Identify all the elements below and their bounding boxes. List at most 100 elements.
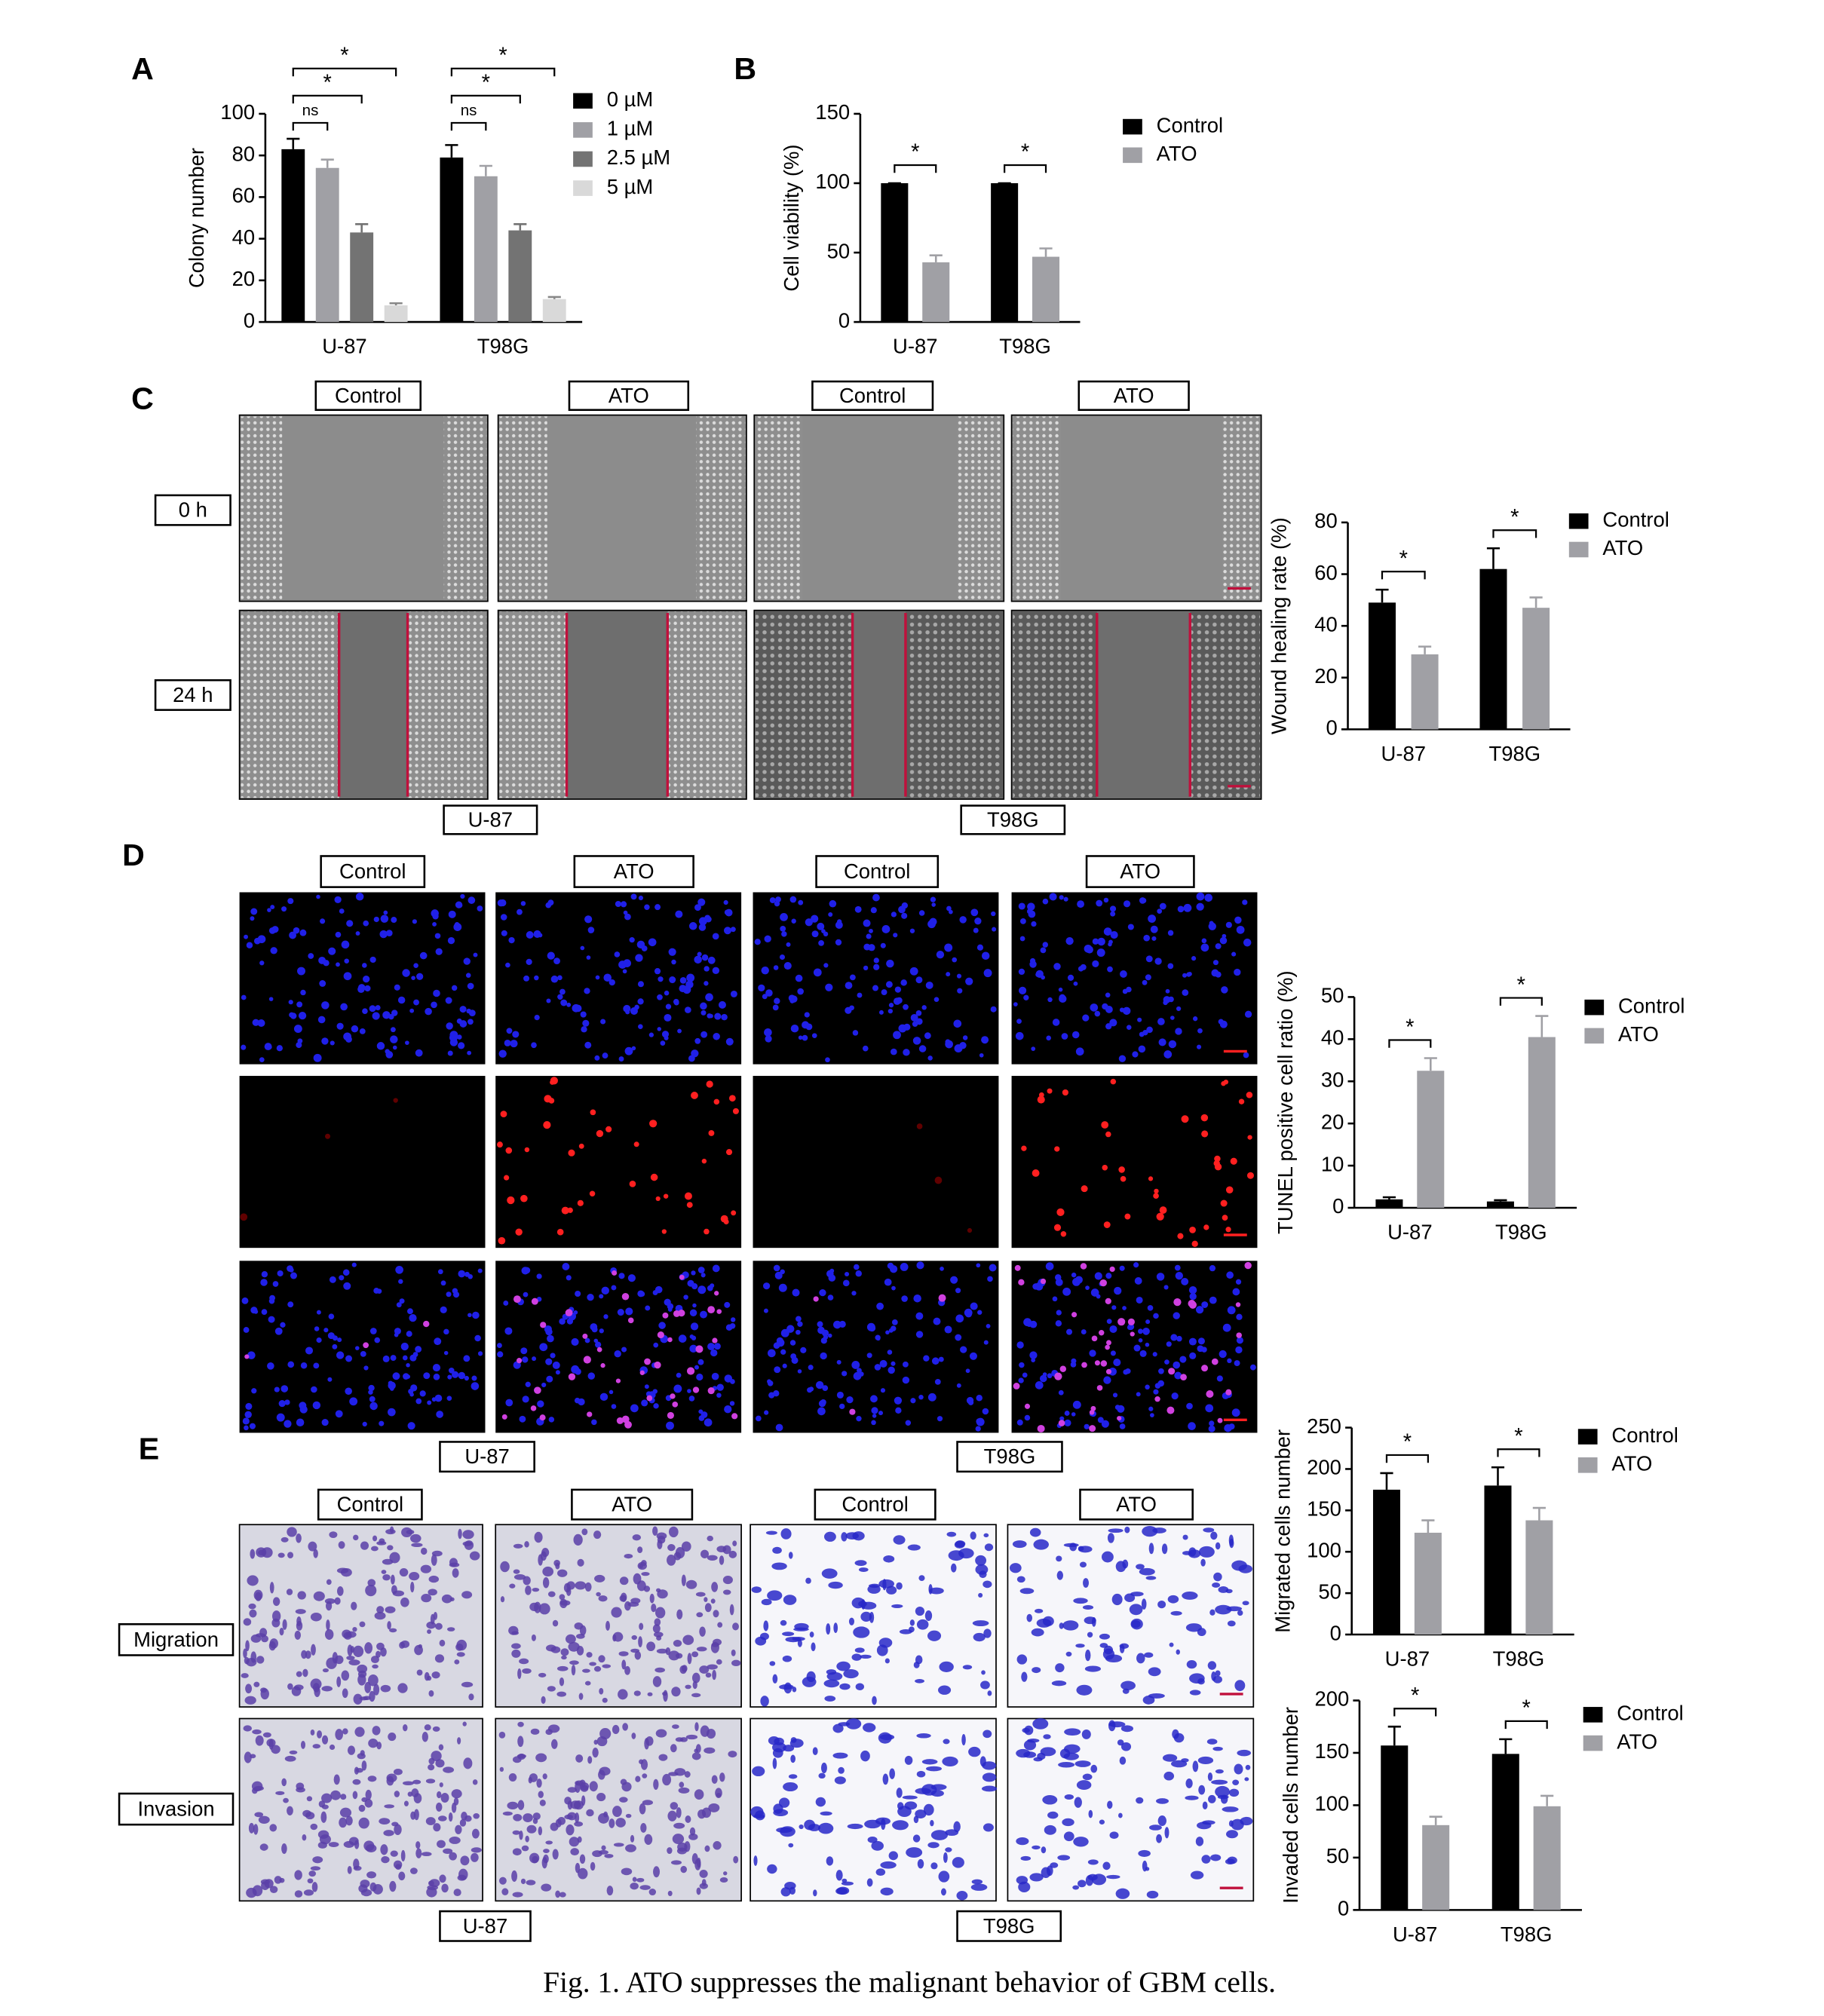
tunel-cell — [1156, 1212, 1164, 1221]
stained-cell — [380, 1844, 388, 1855]
stained-cell — [1189, 1690, 1201, 1696]
stained-cell — [245, 1684, 253, 1694]
stained-cell — [471, 1852, 479, 1862]
legend-swatch — [1577, 1429, 1598, 1445]
stained-cell — [296, 1533, 302, 1543]
tunel-cell — [325, 1133, 331, 1139]
stained-cell — [670, 1860, 682, 1865]
stained-cell — [308, 1541, 317, 1552]
nucleus — [244, 934, 249, 939]
stained-cell — [271, 1745, 280, 1754]
stained-cell — [1202, 1801, 1208, 1810]
nucleus — [241, 994, 247, 1000]
nucleus — [811, 915, 819, 923]
nucleus — [664, 990, 670, 996]
nucleus — [694, 1365, 699, 1370]
nucleus — [274, 1327, 283, 1335]
nucleus — [764, 935, 771, 943]
stained-cell — [1185, 1623, 1203, 1632]
y-tick-label: 50 — [1318, 1579, 1341, 1603]
nucleus — [842, 1279, 850, 1287]
nucleus — [447, 1050, 453, 1056]
stained-cell — [421, 1852, 432, 1857]
nucleus — [458, 1371, 466, 1380]
tunel-cell — [596, 1347, 602, 1353]
nucleus — [684, 1006, 691, 1013]
nucleus — [312, 1401, 321, 1410]
stained-cell — [584, 1582, 592, 1592]
nucleus — [630, 893, 637, 900]
nucleus — [603, 1314, 609, 1319]
nucleus — [289, 1012, 295, 1018]
nucleus — [1158, 1368, 1164, 1374]
stained-cell — [1244, 1777, 1249, 1782]
error-bar — [1540, 1794, 1554, 1806]
nucleus — [1159, 902, 1166, 910]
nucleus — [697, 1267, 705, 1273]
nucleus — [431, 909, 439, 918]
stained-cell — [699, 1626, 706, 1637]
nucleus — [872, 893, 880, 902]
nucleus — [902, 1376, 910, 1384]
tunel-cell — [1096, 1385, 1103, 1391]
nucleus — [400, 1342, 409, 1351]
nucleus — [1212, 960, 1219, 966]
stained-cell — [691, 1752, 701, 1760]
nucleus — [631, 1046, 636, 1051]
row-label-box — [118, 1623, 235, 1656]
nucleus — [1197, 1044, 1202, 1049]
stained-cell — [975, 1564, 989, 1575]
stained-cell — [541, 1883, 552, 1892]
stained-cell — [346, 1656, 355, 1660]
stained-cell — [446, 1627, 455, 1631]
nucleus — [474, 1334, 481, 1342]
stained-cell — [390, 1850, 398, 1857]
stained-cell — [1226, 1830, 1238, 1839]
stained-cell — [1041, 1846, 1047, 1854]
cell-line-label-box — [439, 1910, 532, 1942]
stained-cell — [1047, 1811, 1059, 1819]
stained-cell — [434, 1654, 445, 1663]
stained-cell — [513, 1813, 523, 1821]
stained-cell — [539, 1800, 546, 1806]
stained-cell — [1203, 1527, 1215, 1533]
tunel-cell — [1081, 1185, 1088, 1193]
nucleus — [504, 1327, 513, 1335]
significance-bracket — [292, 67, 397, 77]
stained-cell — [634, 1650, 642, 1660]
stained-cell — [653, 1631, 664, 1638]
stained-cell — [579, 1854, 586, 1864]
y-tick-label: 250 — [1307, 1414, 1341, 1438]
legend-swatch — [573, 122, 593, 138]
nucleus — [602, 1052, 609, 1059]
nucleus — [1182, 973, 1188, 978]
stained-cell — [310, 1678, 322, 1690]
stained-cell — [983, 1533, 989, 1538]
significance-label: ns — [461, 102, 477, 119]
stained-cell — [823, 1531, 836, 1542]
stained-cell — [954, 1540, 965, 1549]
tunel-cell — [684, 1192, 692, 1200]
stained-cell — [471, 1847, 482, 1853]
stained-cell — [834, 1776, 846, 1785]
nucleus — [503, 1301, 509, 1306]
nucleus — [1039, 1374, 1047, 1383]
stained-cell — [557, 1816, 566, 1825]
stained-cell — [1026, 1613, 1033, 1622]
stained-cell — [294, 1890, 303, 1898]
nucleus — [289, 931, 297, 939]
stained-cell — [319, 1834, 331, 1845]
stained-cell — [783, 1682, 792, 1694]
nucleus — [1234, 968, 1241, 976]
stained-cell — [451, 1802, 457, 1813]
stained-cell — [1016, 1876, 1028, 1885]
nucleus — [875, 1336, 881, 1341]
nucleus — [955, 1288, 961, 1294]
stained-cell — [676, 1847, 687, 1855]
nucleus — [434, 933, 441, 939]
stained-cell — [321, 1793, 333, 1803]
stained-cell — [652, 1624, 661, 1633]
nucleus — [773, 1264, 780, 1272]
stained-cell — [886, 1586, 897, 1595]
nucleus — [946, 972, 951, 977]
